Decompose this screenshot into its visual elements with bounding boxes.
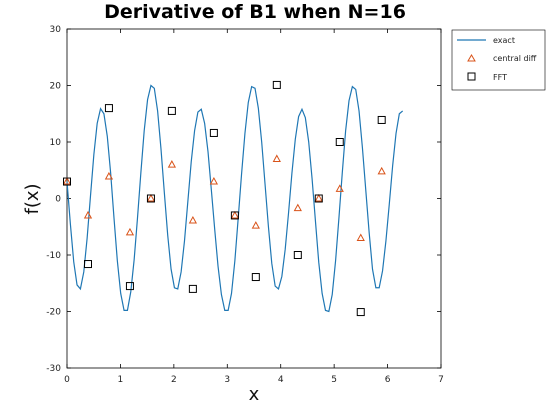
fft-point — [377, 115, 386, 124]
fft-point — [167, 106, 176, 115]
y-axis: -30 -20 -10 0 10 20 30 — [46, 25, 441, 374]
central-diff-point — [188, 215, 198, 224]
x-tick-label: 0 — [64, 375, 70, 385]
x-tick-label: 7 — [438, 375, 444, 385]
fft-point — [83, 260, 92, 269]
fft-point — [125, 282, 134, 291]
central-diff-point — [167, 160, 177, 168]
y-axis-label: f(x) — [22, 183, 43, 214]
central-diff-point — [146, 193, 156, 202]
chart-title: Derivative of B1 when N=16 — [104, 1, 406, 23]
legend-marker-central-diff — [467, 54, 476, 62]
legend-label-exact: exact — [493, 36, 515, 45]
central-diff-point — [83, 210, 93, 219]
central-diff-point — [272, 154, 281, 162]
legend-label-fft: FFT — [493, 73, 507, 82]
fft-point — [293, 251, 302, 259]
central-diff-point — [314, 193, 323, 202]
fft-point — [209, 128, 218, 137]
fft-point — [314, 194, 323, 203]
y-tick-label: 0 — [55, 195, 61, 205]
series-line-exact — [66, 84, 404, 313]
central-diff-point — [377, 166, 386, 175]
fft-point — [188, 284, 197, 293]
plot-area — [66, 28, 442, 369]
x-axis: 0 1 2 3 4 5 6 7 — [64, 29, 444, 385]
x-tick-label: 5 — [331, 375, 337, 385]
central-diff-point — [251, 221, 260, 229]
central-diff-point — [356, 233, 365, 242]
y-tick-label: -30 — [46, 364, 61, 374]
fft-point — [230, 211, 239, 220]
y-tick-label: -10 — [46, 251, 61, 261]
fft-point — [356, 308, 365, 317]
x-axis-label: x — [249, 384, 260, 405]
x-tick-label: 2 — [171, 375, 177, 385]
central-diff-point — [293, 203, 302, 212]
x-tick-label: 6 — [385, 375, 391, 385]
central-diff-point — [104, 171, 114, 180]
central-diff-point — [230, 210, 240, 219]
central-diff-point — [125, 227, 135, 236]
series-layer — [62, 80, 404, 317]
fft-point — [272, 80, 281, 89]
legend: exact central diff FFT — [451, 29, 546, 91]
legend-marker-fft — [467, 72, 476, 81]
fft-point — [146, 194, 155, 203]
x-tick-label: 3 — [224, 375, 230, 385]
central-diff-point — [209, 177, 219, 185]
x-tick-label: 1 — [118, 375, 124, 385]
fft-point — [335, 138, 344, 146]
central-diff-point — [335, 184, 344, 192]
y-tick-label: 10 — [50, 138, 62, 148]
y-tick-label: -20 — [46, 308, 61, 318]
fft-point — [104, 104, 113, 113]
x-tick-label: 4 — [278, 375, 284, 385]
fft-point — [63, 177, 71, 186]
central-diff-point — [62, 177, 72, 185]
y-tick-label: 30 — [50, 25, 62, 35]
fft-point — [251, 273, 260, 282]
legend-label-central-diff: central diff — [493, 54, 537, 63]
y-tick-label: 20 — [50, 82, 62, 92]
